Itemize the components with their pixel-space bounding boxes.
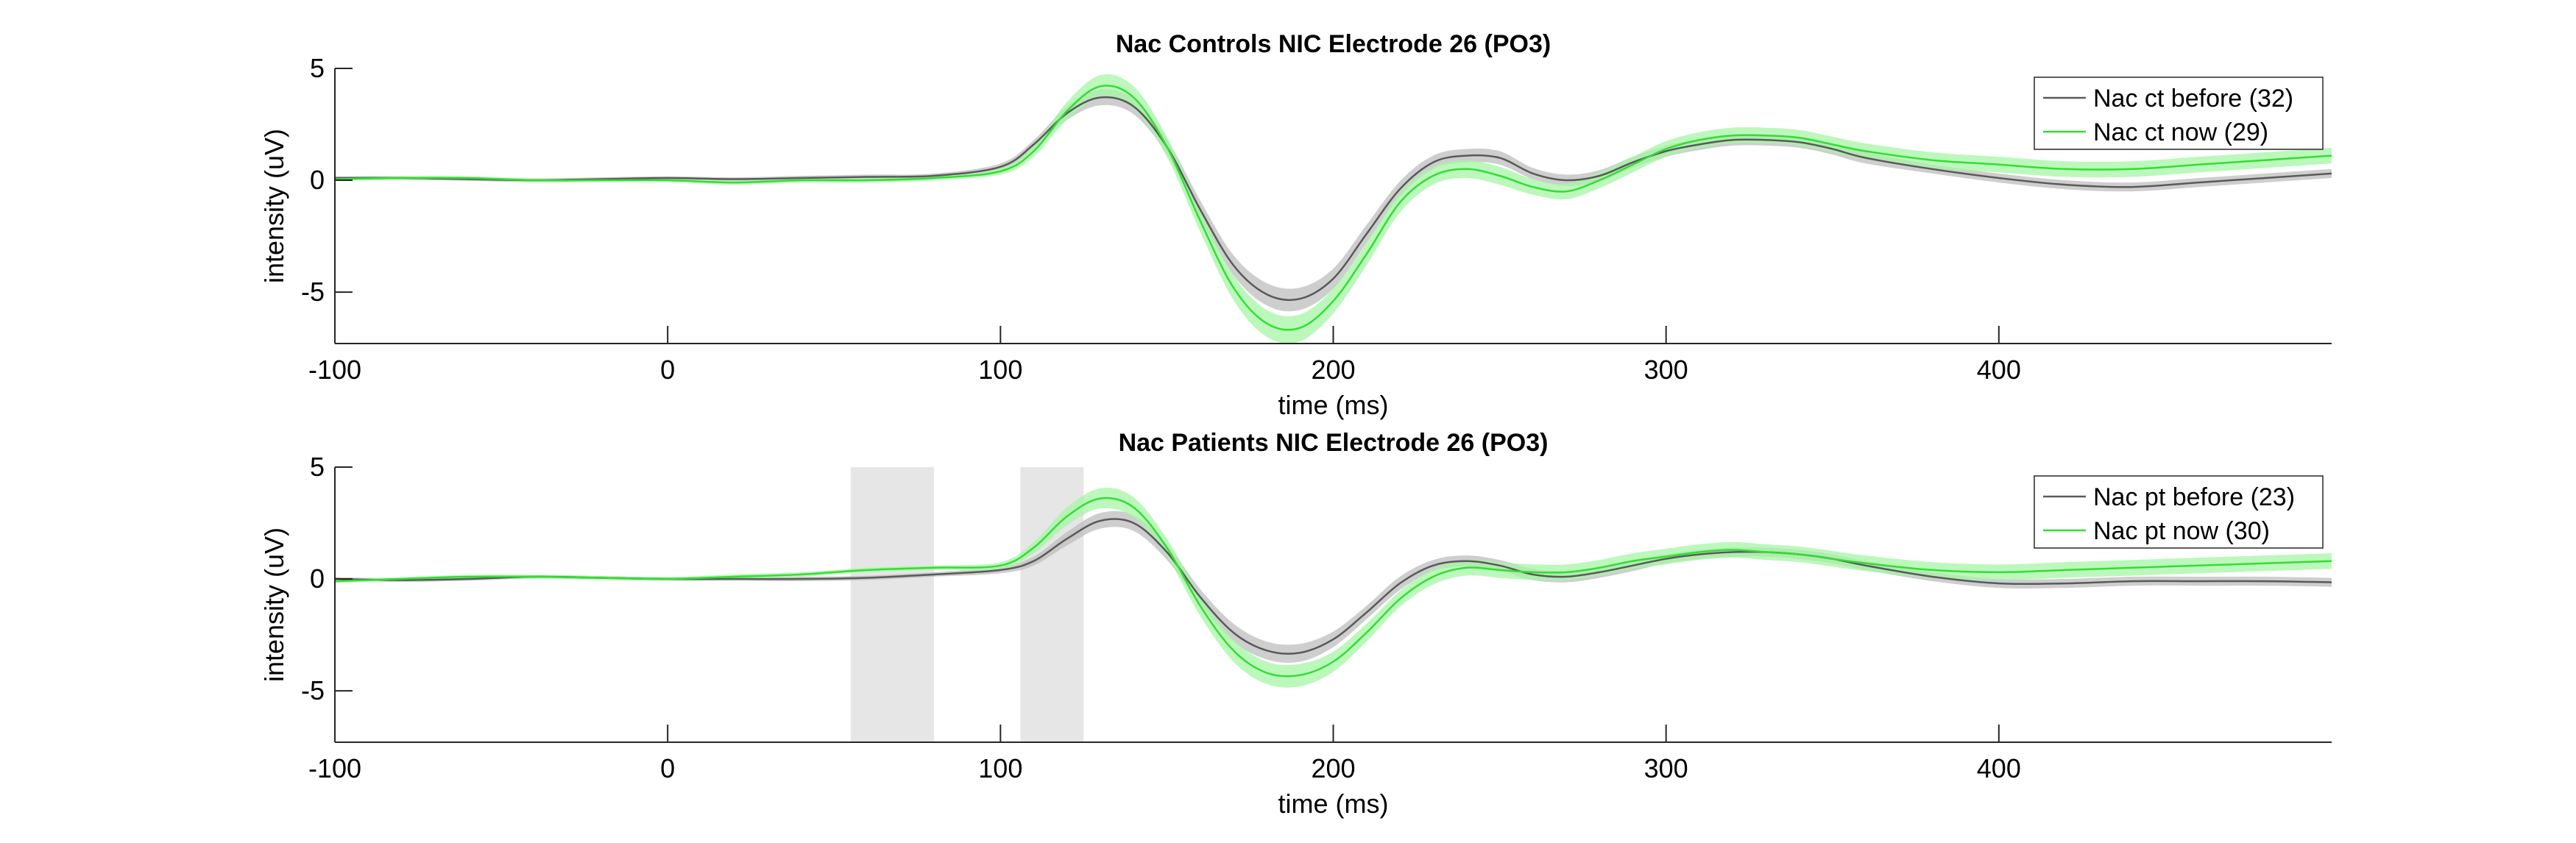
y-tick-label: -5 [301,675,325,705]
legend-entry: Nac ct before (32) [2093,85,2293,113]
legend: Nac pt before (23) Nac pt now (30) [2034,475,2324,549]
x-tick-label: 300 [1644,753,1688,783]
x-tick-label: -100 [308,753,361,783]
legend-box [2034,77,2324,150]
x-tick-label: 100 [978,355,1022,385]
plot-area [335,467,2332,742]
y-axis-label: intensity (uV) [259,129,289,283]
legend-box [2034,475,2324,549]
error-band [335,511,2332,663]
x-tick-label: -100 [308,355,361,385]
x-axis-label: time (ms) [1278,390,1389,420]
x-tick-label: 200 [1311,355,1355,385]
legend: Nac ct before (32) Nac ct now (29) [2034,77,2324,150]
x-tick-label: 400 [1977,753,2021,783]
panel-patients: -100 0 100 200 300 400 5 0 -5 Nac Patients NIC El… [259,429,2332,819]
x-tick-label: 0 [660,355,675,385]
y-tick-label: 0 [310,563,325,594]
panel-controls: -100 0 100 200 300 400 5 0 -5 Nac Controls NIC El… [259,30,2332,420]
series-line [335,518,2332,655]
legend-entry: Nac pt before (23) [2093,483,2295,511]
series-line [335,96,2332,302]
x-tick-label: 0 [660,753,675,783]
x-tick-label: 400 [1977,355,2021,385]
chart-title: Nac Patients NIC Electrode 26 (PO3) [1119,429,1549,457]
plot-area [335,74,2332,344]
x-axis-label: time (ms) [1278,789,1389,819]
shaded-region [850,467,934,742]
series-line [335,85,2332,331]
x-tick-label: 300 [1644,355,1688,385]
series-line [335,497,2332,677]
y-tick-label: 0 [310,165,325,195]
y-tick-label: -5 [301,277,325,307]
y-tick-label: 5 [310,452,325,482]
x-tick-label: 200 [1311,753,1355,783]
legend-entry: Nac pt now (30) [2093,517,2270,545]
chart-title: Nac Controls NIC Electrode 26 (PO3) [1116,30,1551,58]
y-tick-label: 5 [310,53,325,83]
error-band [335,74,2332,344]
legend-entry: Nac ct now (29) [2093,118,2268,146]
x-tick-label: 100 [978,753,1022,783]
y-axis-label: intensity (uV) [259,527,289,682]
